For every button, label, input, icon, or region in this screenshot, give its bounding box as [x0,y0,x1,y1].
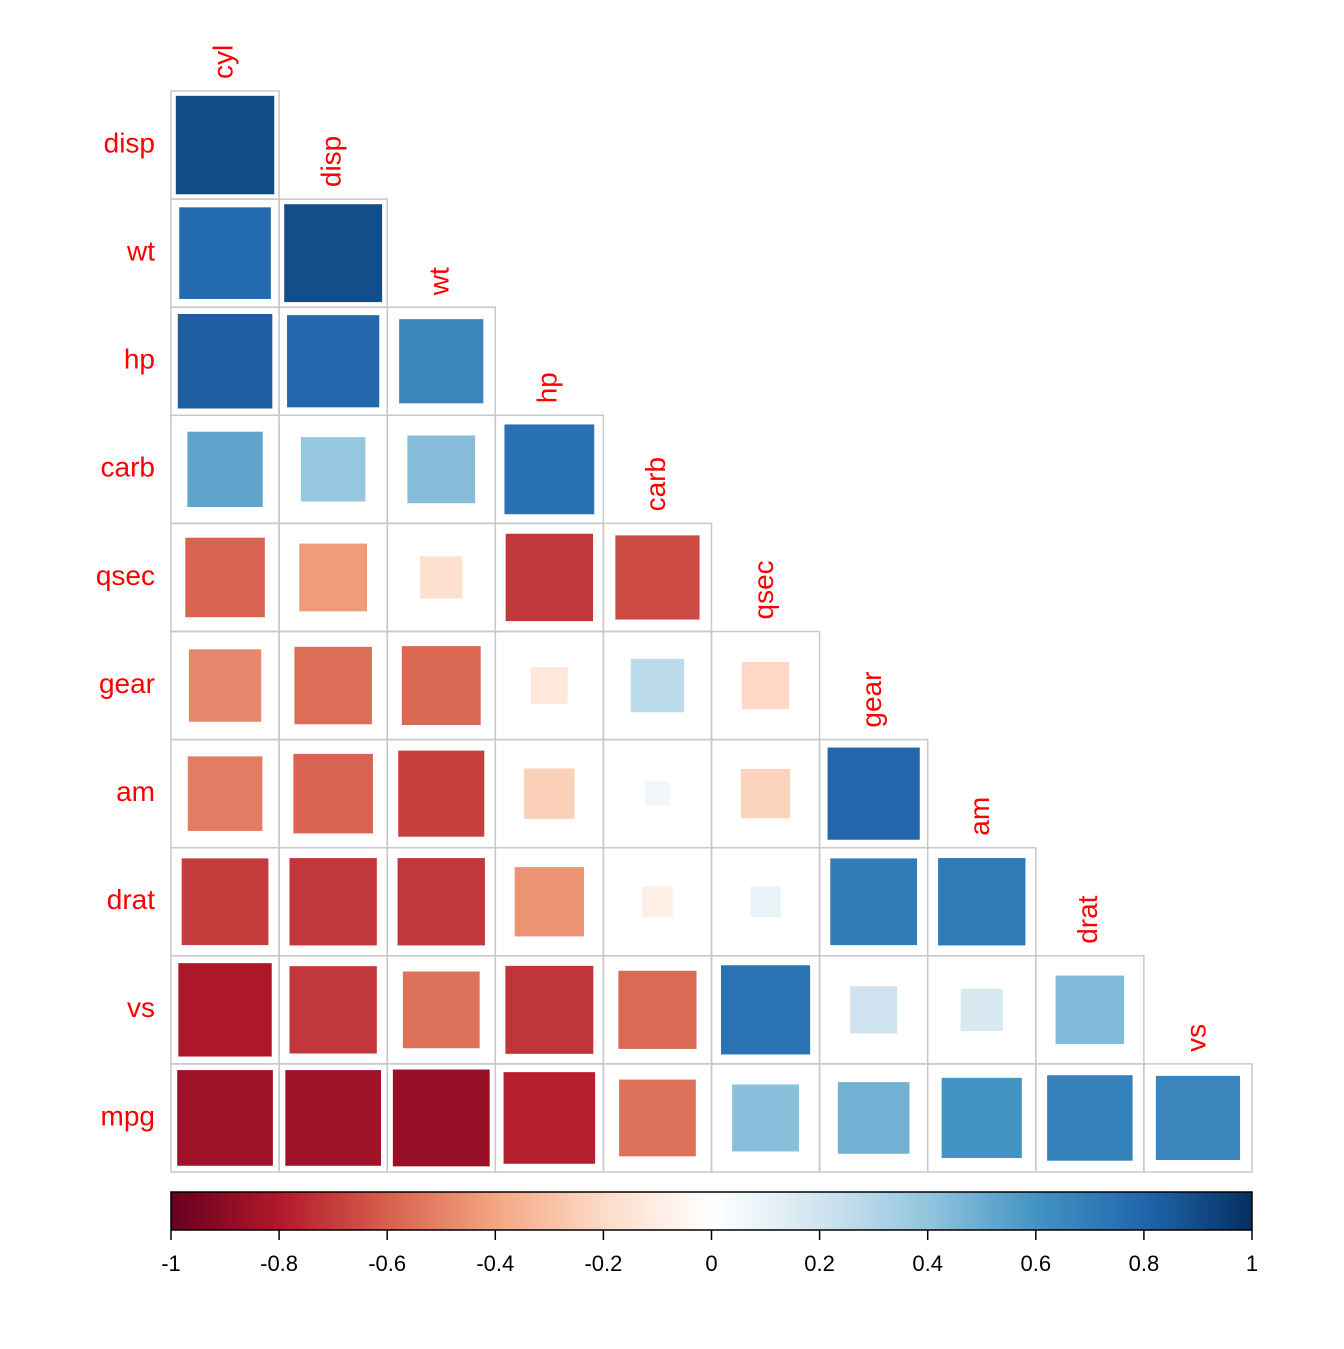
corr-square [749,885,782,918]
column-label: carb [640,457,671,511]
corr-square [174,94,276,196]
corr-square [1154,1074,1242,1162]
corr-square [406,434,477,505]
corr-square [298,542,369,613]
corr-square [283,203,384,304]
corr-square [176,312,274,410]
corr-square [187,648,263,723]
corr-square [293,645,373,726]
corr-square [829,857,919,947]
corr-square [741,661,791,711]
corr-square [937,857,1027,947]
row-label: disp [104,127,155,158]
corr-square [292,752,374,835]
colorbar-tick-label: -0.2 [584,1251,622,1276]
corr-square [719,964,812,1056]
corr-square [618,1078,697,1158]
corr-square [731,1083,801,1153]
corr-square [288,965,378,1055]
corr-square [503,423,596,516]
colorbar [170,1191,1253,1231]
corr-square [641,885,674,918]
corr-square [184,536,266,619]
column-label: vs [1180,1024,1211,1052]
corr-square [617,969,698,1050]
row-label: vs [127,992,155,1023]
column-label: disp [316,136,347,187]
column-label: qsec [748,560,779,619]
corr-square [396,857,486,947]
corr-square [513,866,586,938]
colorbar-tick-label: -0.4 [476,1251,514,1276]
corr-square [186,755,264,832]
corr-square [826,746,921,841]
column-label: wt [424,267,455,296]
corr-square [391,1068,491,1168]
corr-square [284,1069,382,1167]
corr-square [849,985,899,1035]
colorbar-tick-label: -0.8 [260,1251,298,1276]
colorbar-tick-label: 0.8 [1129,1251,1160,1276]
row-label: mpg [101,1100,155,1131]
corr-square [180,857,270,947]
corr-square [523,767,576,820]
corr-square [400,645,482,726]
colorbar-tick-label: -0.6 [368,1251,406,1276]
column-label: drat [1072,895,1103,943]
corr-square [502,1071,597,1165]
corr-square [178,206,272,300]
row-label: carb [101,452,155,483]
cell [1143,1063,1253,1173]
corr-square [401,970,481,1050]
corr-square [504,532,595,623]
corr-square [629,657,686,714]
row-label: am [116,776,155,807]
corr-square [186,430,264,509]
colorbar-tick-label: -1 [161,1251,181,1276]
column-label: am [964,797,995,836]
corr-square [644,780,671,807]
corr-square [1046,1074,1134,1162]
column-label: cyl [207,45,238,79]
corr-square [504,964,595,1055]
row-label: qsec [96,560,155,591]
corr-square [614,534,701,621]
corr-square [177,962,273,1058]
corr-square [836,1081,911,1155]
row-label: drat [107,884,155,915]
corr-square [1054,974,1126,1046]
colorbar-tick-label: 0.4 [912,1251,943,1276]
column-label: hp [532,372,563,403]
row-label: hp [124,344,155,375]
row-label: gear [99,668,155,699]
corr-square [299,436,367,503]
corr-square [959,987,1004,1032]
colorbar-tick-label: 0.6 [1021,1251,1052,1276]
corr-square [397,749,486,838]
corr-square [286,314,381,409]
corr-square [739,768,792,820]
corr-square [940,1076,1023,1160]
colorbar-tick-label: 1 [1246,1251,1258,1276]
colorbar-tick-label: 0 [705,1251,717,1276]
corr-square [398,318,485,405]
corr-square [288,857,378,947]
corr-square [419,555,464,600]
colorbar-tick-label: 0.2 [804,1251,835,1276]
corr-square [529,666,569,705]
corr-square [176,1069,274,1167]
row-label: wt [126,236,155,267]
column-label: gear [856,672,887,728]
